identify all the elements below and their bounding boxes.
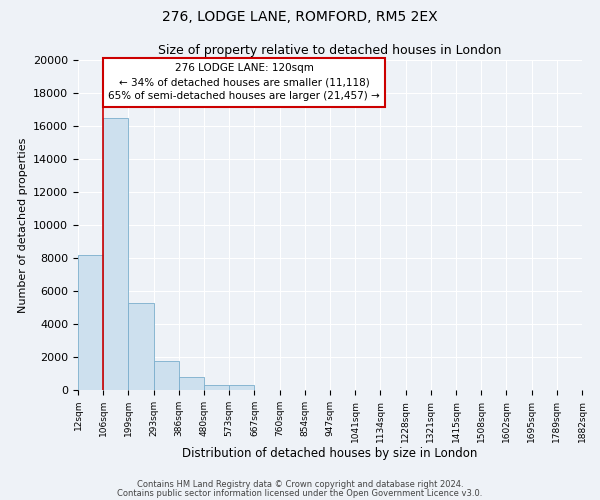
Bar xyxy=(179,377,204,390)
Text: 276 LODGE LANE: 120sqm
← 34% of detached houses are smaller (11,118)
65% of semi: 276 LODGE LANE: 120sqm ← 34% of detached… xyxy=(109,64,380,102)
Text: Contains public sector information licensed under the Open Government Licence v3: Contains public sector information licen… xyxy=(118,489,482,498)
Bar xyxy=(128,302,154,390)
Bar xyxy=(229,385,254,390)
X-axis label: Distribution of detached houses by size in London: Distribution of detached houses by size … xyxy=(182,448,478,460)
Bar xyxy=(103,118,128,390)
Title: Size of property relative to detached houses in London: Size of property relative to detached ho… xyxy=(158,44,502,58)
Bar xyxy=(78,254,103,390)
Bar xyxy=(154,361,179,390)
Text: Contains HM Land Registry data © Crown copyright and database right 2024.: Contains HM Land Registry data © Crown c… xyxy=(137,480,463,489)
Bar xyxy=(204,385,229,390)
Text: 276, LODGE LANE, ROMFORD, RM5 2EX: 276, LODGE LANE, ROMFORD, RM5 2EX xyxy=(162,10,438,24)
Y-axis label: Number of detached properties: Number of detached properties xyxy=(17,138,28,312)
